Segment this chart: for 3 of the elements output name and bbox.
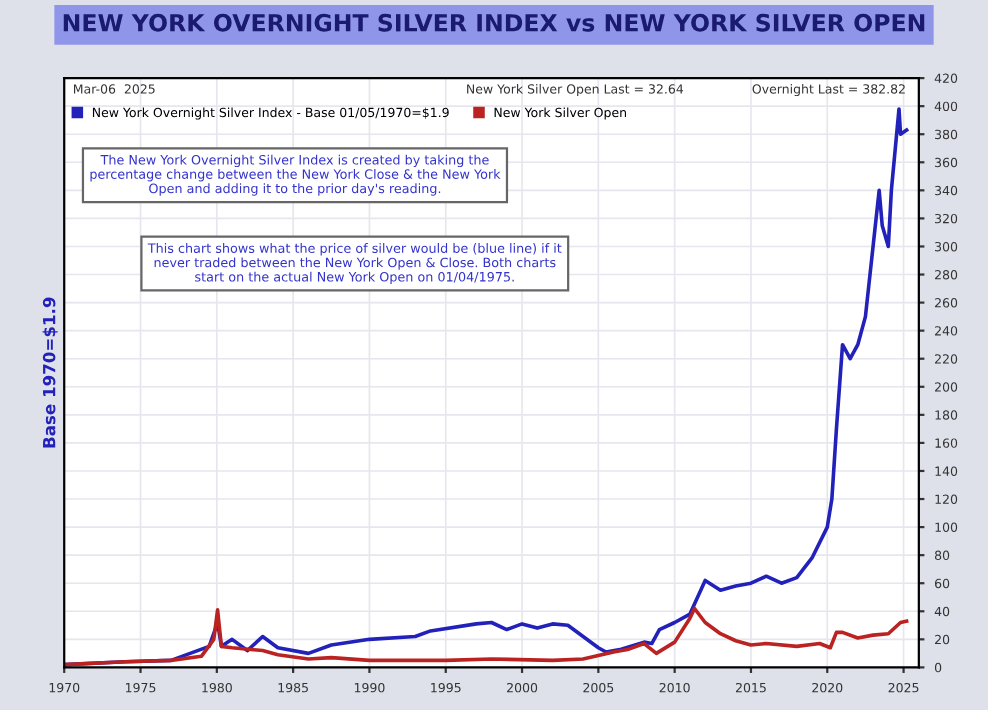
chart-title: NEW YORK OVERNIGHT SILVER INDEX vs NEW YORK SILVER OPEN: [63, 13, 925, 32]
y-axis-title: Base 1970=$1.9: [42, 297, 58, 448]
line-series: [64, 606, 909, 667]
